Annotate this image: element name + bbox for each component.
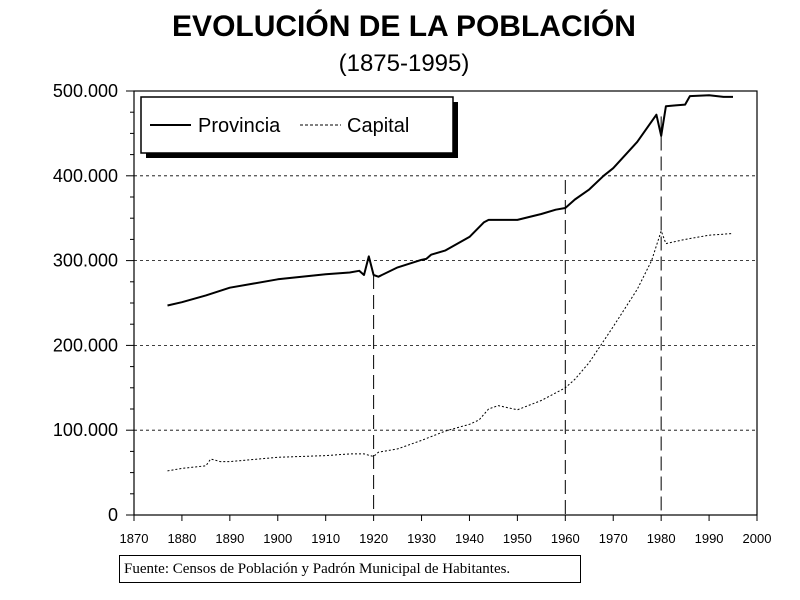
legend: Provincia Capital	[140, 96, 458, 158]
y-tick-label-2: 200.000	[53, 335, 118, 355]
y-tick-label-4: 400.000	[53, 166, 118, 186]
x-tick-label-0: 1870	[120, 531, 149, 546]
vertical-markers	[373, 116, 662, 515]
legend-label-capital: Capital	[347, 115, 409, 137]
series-line-provincia	[167, 94, 733, 307]
x-tick-label-13: 2000	[743, 531, 772, 546]
axis-ticks: 0 100.000 200.000 300.000 400.000 500.000 1870…	[53, 81, 772, 546]
x-tick-label-9: 1960	[551, 531, 580, 546]
y-tick-label-1: 100.000	[53, 420, 118, 440]
legend-box	[140, 96, 454, 154]
x-tick-label-10: 1970	[599, 531, 628, 546]
legend-label-provincia: Provincia	[198, 115, 281, 137]
series-line-capital	[167, 230, 734, 472]
x-tick-label-5: 1920	[359, 531, 388, 546]
x-tick-label-3: 1900	[263, 531, 292, 546]
source-note: Fuente: Censos de Población y Padrón Mun…	[119, 555, 581, 583]
grid-lines	[134, 175, 757, 431]
x-tick-label-7: 1940	[455, 531, 484, 546]
x-tick-label-11: 1980	[647, 531, 676, 546]
y-tick-label-0: 0	[108, 505, 118, 525]
x-tick-label-6: 1930	[407, 531, 436, 546]
x-tick-label-12: 1990	[695, 531, 724, 546]
y-tick-label-3: 300.000	[53, 251, 118, 271]
x-tick-label-8: 1950	[503, 531, 532, 546]
y-tick-label-5: 500.000	[53, 81, 118, 101]
series-lines	[167, 94, 734, 472]
chart-subtitle: (1875-1995)	[338, 50, 470, 77]
chart-title: EVOLUCIÓN DE LA POBLACIÓN	[172, 10, 636, 43]
x-tick-label-4: 1910	[311, 531, 340, 546]
x-tick-label-2: 1890	[215, 531, 244, 546]
x-tick-label-1: 1880	[167, 531, 196, 546]
